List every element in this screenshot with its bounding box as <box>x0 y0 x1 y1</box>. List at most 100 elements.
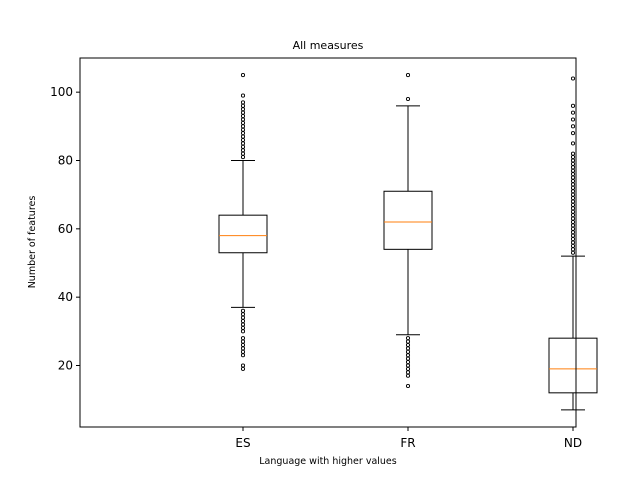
box-nd-flier-17 <box>570 192 576 197</box>
box-es-flier-30 <box>240 103 246 108</box>
box-fr-flier-13 <box>405 96 411 102</box>
box-nd-flier-14 <box>570 202 576 207</box>
box-nd-flier-25 <box>570 165 576 170</box>
box-nd-flier-10 <box>570 216 576 221</box>
y-axis: 20 40 60 80 100 <box>50 85 80 373</box>
box-nd-flier-12 <box>570 209 576 214</box>
box-nd-flier-26 <box>570 161 576 166</box>
box-nd-flier-21 <box>570 178 576 184</box>
box-nd-flier-13 <box>570 206 576 211</box>
box-fr-flier-1 <box>405 373 411 378</box>
box-nd-flier-8 <box>570 223 576 228</box>
box-es-flier-24 <box>240 124 246 129</box>
box-nd-flier-11 <box>570 213 576 218</box>
x-tick-label-nd: ND <box>564 436 582 450</box>
box-nd-flier-18 <box>570 189 576 194</box>
box-nd-flier-29 <box>570 151 576 156</box>
box-nd-flier-2 <box>570 243 576 248</box>
box-nd-flier-30 <box>570 141 576 146</box>
box-fr <box>383 73 433 389</box>
box-fr-flier-12 <box>405 336 411 341</box>
box-nd-flier-24 <box>570 168 576 173</box>
box-fr-flier-14 <box>405 73 411 78</box>
box-es-flier-33 <box>240 73 246 78</box>
x-tick-label-es: ES <box>235 436 250 450</box>
box-fr-flier-9 <box>405 346 411 351</box>
box-nd-flier-1 <box>570 247 576 252</box>
box-es <box>218 73 268 371</box>
box-es-flier-32 <box>240 93 246 98</box>
box-es-flier-9 <box>240 325 246 330</box>
box-es-flier-11 <box>240 319 246 324</box>
box-es-flier-19 <box>240 141 246 146</box>
box-fr-flier-10 <box>405 342 411 348</box>
box-es-flier-6 <box>240 339 246 344</box>
box-es-flier-14 <box>240 308 246 313</box>
box-nd <box>548 76 598 411</box>
box-nd-flier-33 <box>570 117 576 122</box>
box-es-flier-28 <box>240 110 246 115</box>
box-fr-flier-2 <box>405 370 411 375</box>
box-fr-flier-5 <box>405 360 411 365</box>
box-es-flier-16 <box>240 151 246 156</box>
box-es-flier-0 <box>240 366 246 371</box>
box-es-flier-22 <box>240 131 246 136</box>
box-nd-flier-35 <box>570 103 576 108</box>
box-nd-flier-31 <box>570 131 576 136</box>
box-es-flier-31 <box>240 100 246 105</box>
box-es-flier-5 <box>240 342 246 348</box>
box-nd-flier-23 <box>570 172 576 177</box>
box-nd-iqr-box <box>548 337 598 394</box>
box-nd-flier-27 <box>570 158 576 163</box>
y-tick-label-40: 40 <box>58 290 73 304</box>
box-es-flier-2 <box>240 353 246 358</box>
box-fr-flier-11 <box>405 339 411 344</box>
box-es-flier-21 <box>240 134 246 139</box>
box-es-flier-13 <box>240 312 246 317</box>
box-nd-flier-20 <box>570 182 576 187</box>
box-nd-flier-15 <box>570 199 576 204</box>
box-es-flier-4 <box>240 346 246 351</box>
box-nd-flier-4 <box>570 237 576 242</box>
box-es-flier-25 <box>240 120 246 125</box>
y-tick-label-80: 80 <box>58 154 73 168</box>
box-nd-flier-32 <box>570 124 576 129</box>
box-nd-flier-22 <box>570 175 576 180</box>
box-nd-flier-9 <box>570 219 576 225</box>
y-tick-label-60: 60 <box>58 222 73 236</box>
box-nd-flier-36 <box>570 76 576 81</box>
y-tick-label-100: 100 <box>50 85 73 99</box>
box-fr-flier-8 <box>405 349 411 354</box>
box-es-flier-18 <box>240 144 246 149</box>
plot-area <box>218 73 598 411</box>
x-axis-label: Language with higher values <box>259 456 397 467</box>
box-es-flier-8 <box>240 329 246 334</box>
box-es-flier-23 <box>240 127 246 132</box>
box-nd-flier-16 <box>570 196 576 201</box>
box-es-flier-7 <box>240 336 246 341</box>
box-nd-flier-0 <box>570 250 576 255</box>
box-nd-flier-5 <box>570 233 576 238</box>
box-es-flier-26 <box>240 117 246 122</box>
box-es-flier-1 <box>240 363 246 368</box>
box-nd-flier-3 <box>570 240 576 245</box>
box-es-flier-29 <box>240 107 246 112</box>
y-tick-label-20: 20 <box>58 359 73 373</box>
box-nd-flier-34 <box>570 110 576 115</box>
box-es-flier-17 <box>240 148 246 153</box>
x-tick-label-fr: FR <box>400 436 415 450</box>
box-fr-flier-7 <box>405 353 411 358</box>
chart-title: All measures <box>293 39 364 52</box>
box-es-flier-10 <box>240 322 246 327</box>
x-axis: ES FR ND <box>235 427 582 450</box>
box-es-flier-20 <box>240 137 246 143</box>
box-fr-flier-3 <box>405 366 411 371</box>
box-es-flier-3 <box>240 349 246 354</box>
box-es-flier-15 <box>240 155 246 160</box>
axes-frame <box>79 57 577 428</box>
box-es-iqr-box <box>218 214 268 254</box>
box-nd-flier-6 <box>570 230 576 235</box>
box-fr-flier-0 <box>405 383 411 389</box>
box-nd-flier-28 <box>570 155 576 160</box>
